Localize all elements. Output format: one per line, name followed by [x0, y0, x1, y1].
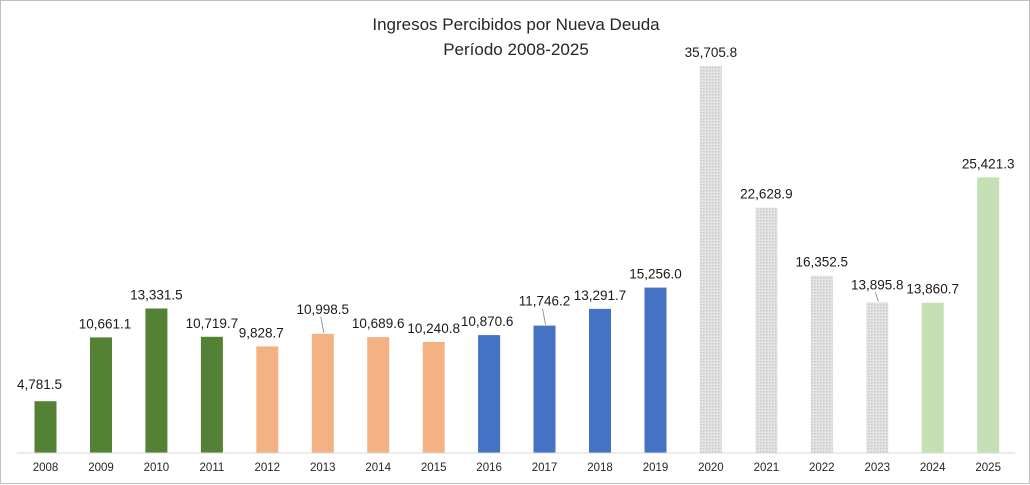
value-label-2012: 9,828.7: [239, 325, 284, 340]
bar-2017: [533, 325, 556, 453]
x-tick-2012: 2012: [255, 462, 281, 474]
bar-2022: [810, 275, 833, 453]
x-tick-2025: 2025: [975, 462, 1001, 474]
x-tick-2022: 2022: [809, 462, 835, 474]
value-label-2025: 25,421.3: [962, 156, 1015, 171]
x-tick-2023: 2023: [865, 462, 891, 474]
bar-2013: [311, 333, 334, 453]
value-label-2023: 13,895.8: [851, 277, 904, 292]
x-tick-2015: 2015: [421, 462, 447, 474]
value-label-2013: 10,998.5: [297, 302, 350, 317]
chart-title: Ingresos Percibidos por Nueva Deuda: [372, 15, 660, 34]
x-tick-2010: 2010: [144, 462, 170, 474]
x-tick-2021: 2021: [754, 462, 780, 474]
x-tick-2008: 2008: [33, 462, 59, 474]
value-label-2021: 22,628.9: [740, 187, 793, 202]
value-label-2018: 13,291.7: [574, 288, 627, 303]
value-label-2009: 10,661.1: [79, 316, 132, 331]
bar-2011: [200, 336, 223, 453]
bar-2009: [90, 337, 112, 453]
bar-2012: [256, 346, 279, 453]
x-tick-2018: 2018: [587, 462, 613, 474]
x-tick-2019: 2019: [643, 462, 669, 474]
value-label-2017: 11,746.2: [519, 294, 571, 309]
x-tick-2024: 2024: [920, 462, 946, 474]
bar-2015: [422, 342, 445, 453]
value-label-2011: 10,719.7: [186, 316, 239, 331]
bar-2023: [866, 302, 889, 453]
x-tick-2009: 2009: [88, 462, 114, 474]
bar-2014: [367, 337, 390, 453]
bar-2019: [644, 287, 667, 453]
value-label-2016: 10,870.6: [461, 314, 514, 329]
value-label-2024: 13,860.7: [906, 282, 959, 297]
bar-2008: [34, 401, 57, 453]
bar-2010: [145, 308, 168, 453]
bar-2018: [589, 308, 611, 453]
x-tick-2016: 2016: [476, 462, 502, 474]
leader-line-2023: [874, 292, 879, 302]
value-labels-group: 4,781.5 10,661.1 13,331.510,719.79,828.7 10…: [17, 45, 1015, 392]
bars-group: [34, 65, 1000, 454]
bar-2020: [699, 65, 722, 454]
x-tick-labels-group: 2008 2009 2010 2011 2012 2013 2014 2015 2016 2017…: [33, 462, 1001, 474]
x-tick-2017: 2017: [532, 462, 558, 474]
x-tick-2014: 2014: [365, 462, 391, 474]
x-tick-2020: 2020: [698, 462, 724, 474]
value-label-2010: 13,331.5: [130, 288, 183, 303]
bar-2021: [755, 207, 778, 453]
x-tick-2013: 2013: [310, 462, 336, 474]
bar-2016: [478, 335, 501, 453]
leader-line-2017: [542, 308, 546, 325]
bar-2025: [977, 177, 1000, 453]
value-label-2015: 10,240.8: [407, 321, 460, 336]
value-label-2019: 15,256.0: [629, 267, 682, 282]
value-label-2008: 4,781.5: [17, 377, 62, 392]
value-label-2022: 16,352.5: [796, 255, 849, 270]
value-label-2020: 35,705.8: [685, 45, 738, 60]
leader-line-2013: [320, 316, 325, 333]
bar-2024: [921, 302, 944, 453]
value-label-2014: 10,689.6: [352, 316, 405, 331]
x-tick-2011: 2011: [200, 462, 225, 474]
chart-subtitle: Período 2008-2025: [443, 40, 589, 59]
